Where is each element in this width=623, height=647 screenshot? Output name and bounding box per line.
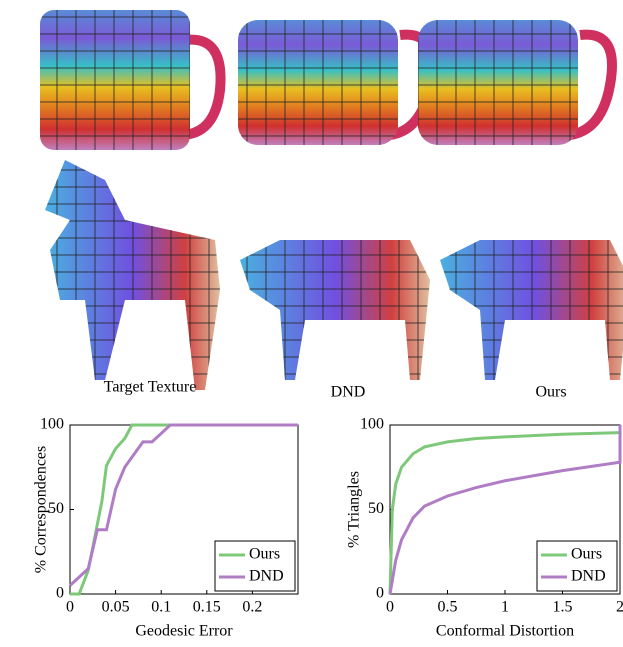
y-axis-label: % Triangles: [346, 471, 363, 548]
x-tick-label: 2: [616, 599, 623, 616]
legend-label: DND: [249, 568, 284, 585]
x-tick-label: 1: [501, 599, 509, 616]
image-label: Ours: [535, 384, 566, 401]
y-tick-label: 50: [48, 500, 64, 517]
x-tick-label: 0: [386, 599, 394, 616]
x-tick-label: 0.15: [193, 599, 221, 616]
y-tick-label: 100: [40, 416, 64, 433]
mug-images: [40, 10, 612, 150]
image-label: DND: [331, 384, 366, 401]
x-tick-label: 0.5: [438, 599, 458, 616]
x-tick-label: 0.2: [242, 599, 262, 616]
y-axis-label: % Correspondences: [33, 446, 50, 574]
x-tick-label: 0.05: [102, 599, 130, 616]
animal-images: [45, 160, 623, 390]
legend-label: DND: [571, 568, 606, 585]
x-axis-label: Conformal Distortion: [436, 623, 574, 640]
y-tick-label: 0: [376, 585, 384, 602]
legend-label: Ours: [249, 546, 280, 563]
image-label: Target Texture: [104, 379, 197, 396]
x-tick-label: 1.5: [553, 599, 573, 616]
x-tick-label: 0: [66, 599, 74, 616]
x-axis-label: Geodesic Error: [135, 623, 233, 640]
legend-label: Ours: [571, 546, 602, 563]
y-tick-label: 50: [368, 500, 384, 517]
y-tick-label: 100: [360, 416, 384, 433]
figure: Target Texture DND Ours 0 0.05 0.1 0.15 0.2 0…: [0, 0, 623, 642]
x-tick-label: 0.1: [151, 599, 171, 616]
y-tick-label: 0: [56, 585, 64, 602]
